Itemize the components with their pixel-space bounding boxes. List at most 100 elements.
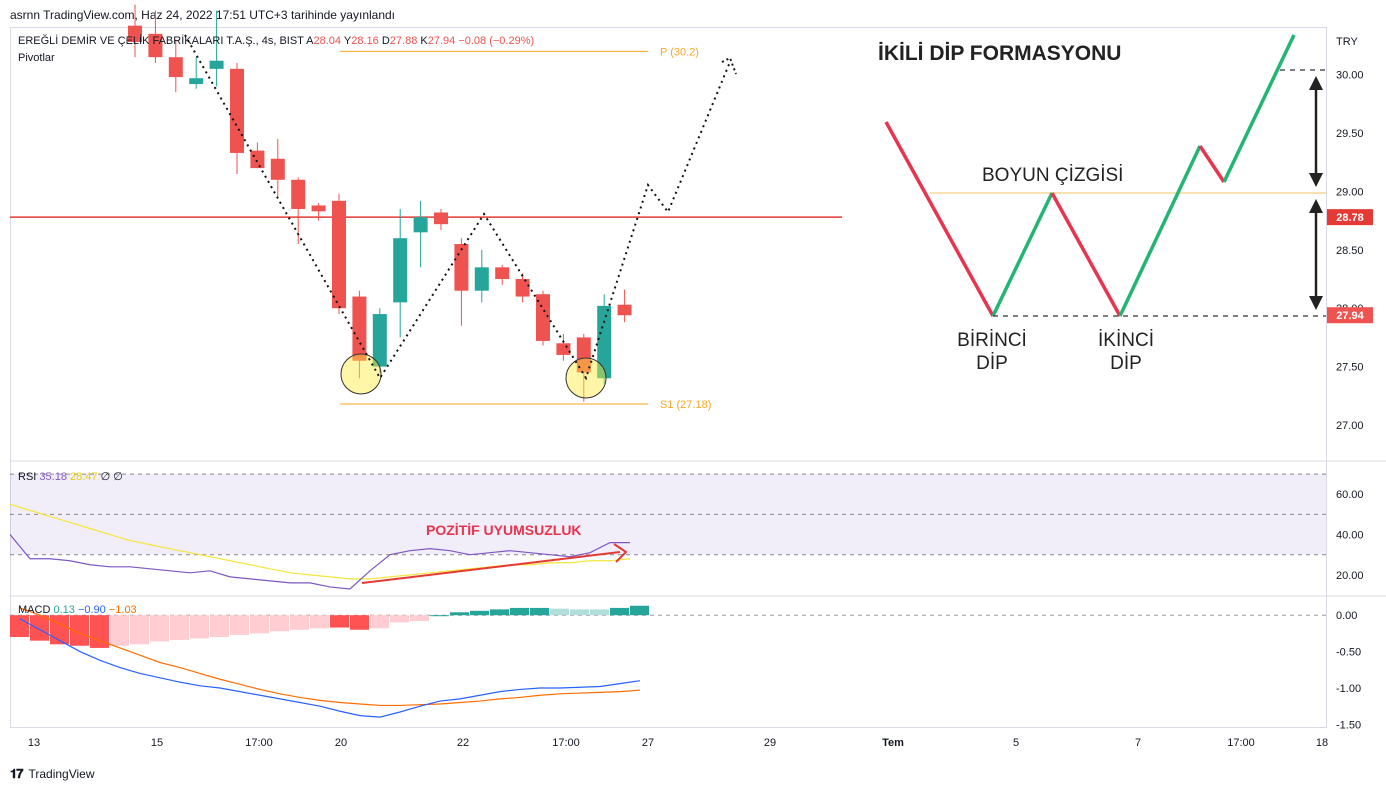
candle-body bbox=[311, 205, 326, 212]
rsi-value: 35.18 bbox=[39, 471, 67, 483]
projection-arrow-head bbox=[721, 56, 737, 75]
close-value: 27.94 bbox=[427, 35, 456, 47]
candle bbox=[311, 203, 326, 221]
candle-body bbox=[536, 294, 550, 341]
time-tick-label: 22 bbox=[457, 737, 469, 749]
macd-histogram-bar bbox=[170, 615, 189, 640]
candle-body bbox=[291, 179, 306, 209]
candle-body bbox=[250, 150, 265, 169]
macd-histogram-bar bbox=[70, 615, 89, 646]
candle bbox=[332, 193, 346, 315]
macd-histogram-bar bbox=[270, 615, 289, 632]
candle bbox=[270, 138, 285, 198]
price-tick-label: 28.50 bbox=[1336, 245, 1364, 257]
pattern-down-leg-1 bbox=[884, 121, 995, 317]
candle-body bbox=[372, 314, 387, 367]
symbol-legend: EREĞLİ DEMİR VE ÇELİK FABRİKALARI T.A.Ş.… bbox=[18, 35, 534, 47]
pattern-up-leg-2 bbox=[1118, 145, 1202, 317]
candle bbox=[454, 238, 469, 326]
open-label: A bbox=[306, 35, 314, 47]
candle-body bbox=[617, 304, 632, 316]
price-badge bbox=[1327, 307, 1373, 324]
time-tick-label: 17:00 bbox=[552, 737, 580, 749]
macd-histogram-bar bbox=[90, 615, 109, 648]
macd-histogram-bar bbox=[630, 605, 649, 616]
low-value: 27.88 bbox=[389, 35, 418, 47]
second-dip-label-1: İKİNCİ bbox=[1098, 330, 1154, 351]
chart-frame bbox=[10, 27, 1326, 728]
open-value: 28.04 bbox=[313, 35, 342, 47]
rsi-tick-label: 40.00 bbox=[1336, 530, 1364, 542]
currency-label: TRY bbox=[1336, 36, 1358, 48]
candle-body bbox=[495, 267, 510, 280]
rsi-empty-1: ∅ bbox=[100, 471, 111, 483]
macd-histogram-bar bbox=[490, 609, 509, 616]
candle bbox=[434, 208, 448, 230]
candle bbox=[515, 273, 530, 303]
macd-histogram-bar bbox=[430, 615, 449, 617]
time-tick-label: 5 bbox=[1013, 737, 1019, 749]
candle-body bbox=[597, 305, 612, 379]
divergence-arrow-line bbox=[361, 551, 621, 584]
divergence-arrow-head bbox=[613, 543, 628, 563]
macd-legend[interactable]: MACD 0.13 −0.90 −1.03 bbox=[18, 604, 137, 616]
time-tick-label: 29 bbox=[764, 737, 776, 749]
pivot-p-label: P (30.2) bbox=[660, 46, 699, 58]
rsi-legend[interactable]: RSI 35.18 28.47 ∅ ∅ bbox=[18, 470, 123, 483]
candle-body bbox=[332, 200, 346, 309]
high-label: Y bbox=[343, 35, 352, 47]
candle-body bbox=[393, 238, 408, 303]
candle bbox=[536, 290, 550, 346]
candle bbox=[209, 10, 224, 87]
target-arrow-head-up bbox=[1309, 76, 1323, 90]
candle-body bbox=[209, 60, 224, 69]
macd-histogram-bar bbox=[10, 615, 29, 638]
candle-body bbox=[270, 158, 285, 180]
macd-histogram-bar bbox=[230, 615, 249, 635]
pattern-down-leg-2 bbox=[1050, 192, 1122, 317]
publish-header: asrnn TradingView.com, Haz 24, 2022 17:5… bbox=[10, 8, 396, 22]
candle-body bbox=[128, 25, 142, 43]
pattern-title: İKİLİ DİP FORMASYONU bbox=[878, 42, 1121, 65]
height-arrow-head-up bbox=[1309, 199, 1323, 213]
rsi-tick-label: 20.00 bbox=[1336, 570, 1364, 582]
macd-tick-label: -0.50 bbox=[1336, 647, 1361, 659]
price-tick-label: 29.00 bbox=[1336, 186, 1364, 198]
candle bbox=[128, 4, 142, 58]
price-tick-label: 29.50 bbox=[1336, 128, 1364, 140]
macd-histogram-bar bbox=[590, 609, 609, 616]
price-badge-label: 28.78 bbox=[1336, 212, 1364, 224]
time-tick-label: 13 bbox=[28, 737, 40, 749]
time-tick-label: Tem bbox=[882, 737, 904, 749]
macd-histogram-bar bbox=[410, 615, 429, 622]
candle bbox=[393, 208, 408, 338]
rsi-line bbox=[9, 534, 630, 590]
candle-body bbox=[474, 267, 489, 291]
macd-histogram-bar bbox=[50, 615, 69, 645]
rsi-tick-label: 60.00 bbox=[1336, 489, 1364, 501]
low-label: D bbox=[381, 35, 390, 47]
candle bbox=[495, 265, 510, 285]
macd-histogram-bar bbox=[550, 608, 569, 616]
macd-histogram-bar bbox=[370, 615, 389, 629]
first-dip-label-1: BİRİNCİ bbox=[957, 330, 1027, 351]
brand-name: TradingView bbox=[28, 767, 95, 781]
macd-histogram-bar bbox=[190, 615, 209, 639]
tradingview-logo-icon: 𝟏𝟕 bbox=[10, 766, 24, 781]
pattern-up-leg-1 bbox=[991, 192, 1054, 317]
pivots-legend[interactable]: Pivotlar bbox=[18, 52, 55, 64]
candle-body bbox=[148, 33, 163, 58]
time-tick-label: 18 bbox=[1316, 737, 1328, 749]
time-tick-label: 17:00 bbox=[1227, 737, 1255, 749]
candle-body bbox=[352, 296, 367, 361]
neckline-label: BOYUN ÇİZGİSİ bbox=[982, 165, 1123, 186]
divergence-label: POZİTİF UYUMSUZLUK bbox=[426, 522, 582, 538]
brand-footer[interactable]: 𝟏𝟕 TradingView bbox=[10, 766, 95, 782]
macd-histogram-bar bbox=[130, 615, 149, 645]
pattern-pullback bbox=[1198, 145, 1226, 183]
price-axis[interactable] bbox=[1326, 27, 1386, 728]
pattern-breakout-leg bbox=[1222, 34, 1296, 183]
macd-signal-value: −1.03 bbox=[108, 604, 137, 616]
macd-histogram-bar bbox=[470, 610, 489, 616]
